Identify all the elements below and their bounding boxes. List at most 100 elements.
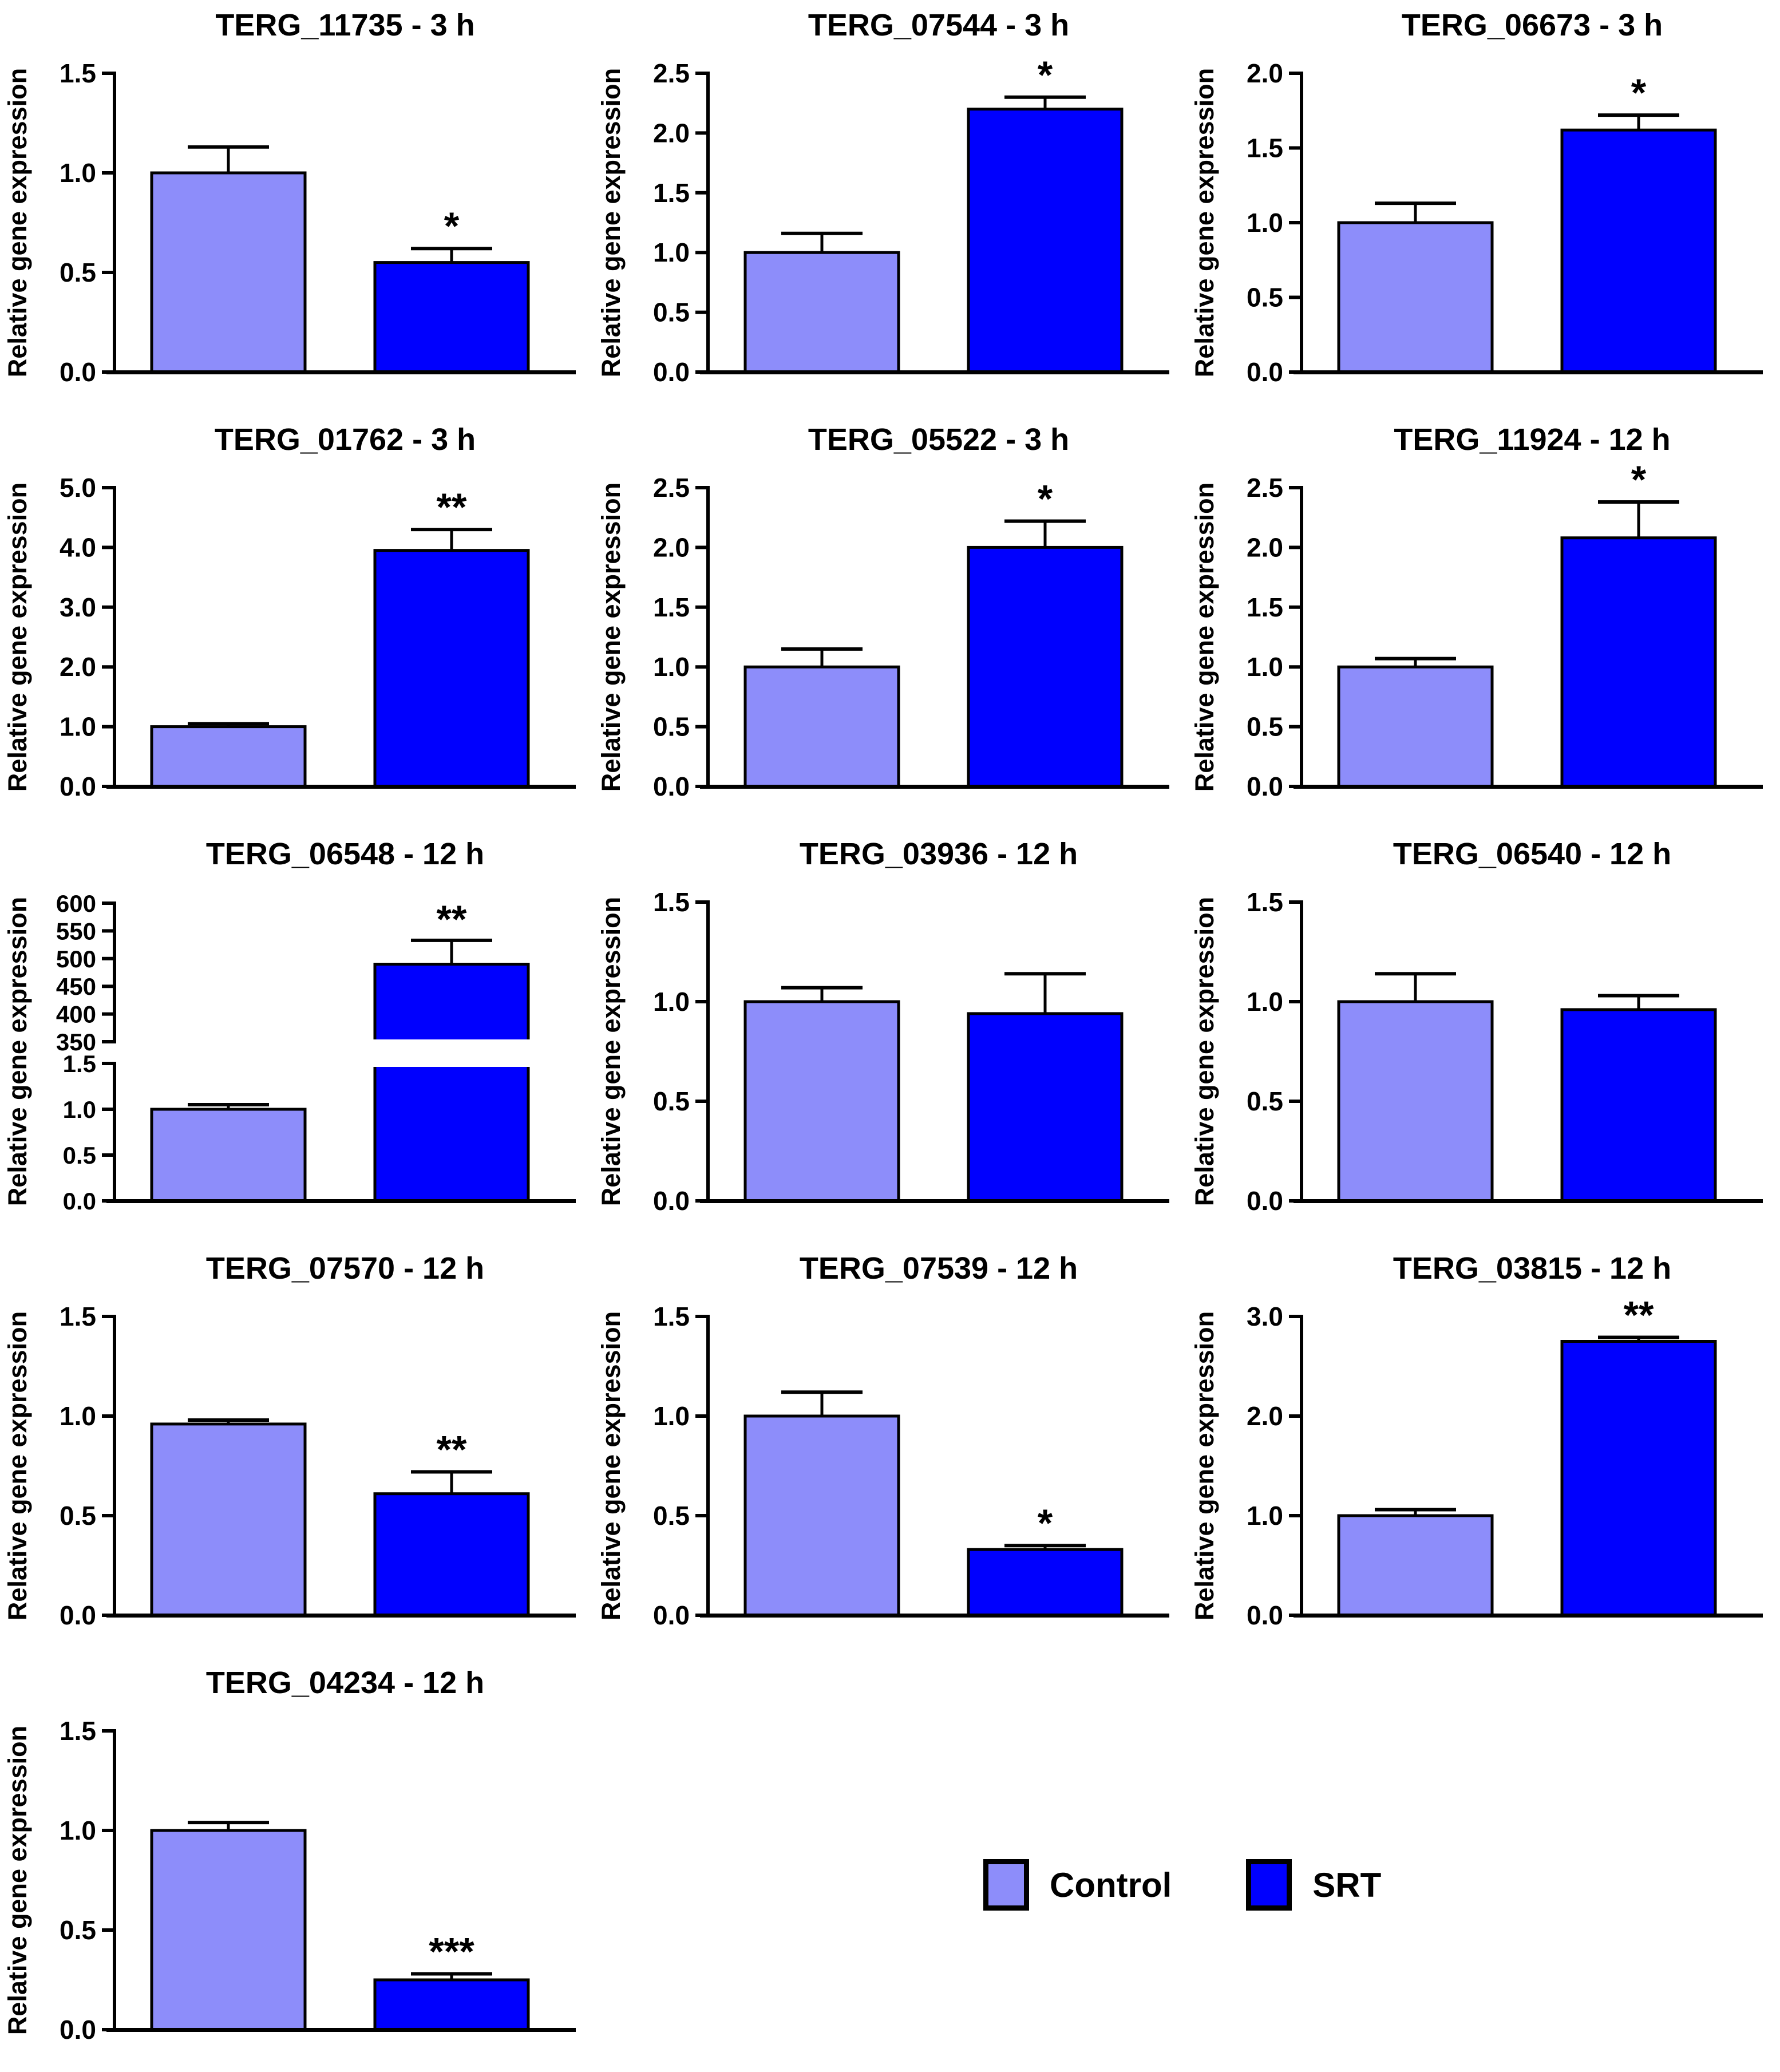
svg-text:2.0: 2.0 [653,118,690,148]
svg-text:0.0: 0.0 [60,772,96,801]
svg-text:Relative gene expression: Relative gene expression [3,1311,32,1620]
svg-text:0.5: 0.5 [60,1501,96,1531]
legend-label-control: Control [1050,1865,1172,1904]
svg-text:1.5: 1.5 [1247,592,1283,622]
svg-text:1.5: 1.5 [653,592,690,622]
svg-text:0.0: 0.0 [1247,1186,1283,1216]
svg-text:1.0: 1.0 [653,238,690,267]
chart-TERG_11924-12h: TERG_11924 - 12 h Relative gene expressio… [1187,414,1780,829]
chart-TERG_05522-3h: TERG_05522 - 3 h Relative gene expression… [594,414,1187,829]
chart-TERG_07570-12h: TERG_07570 - 12 h Relative gene expressio… [0,1243,594,1658]
svg-text:1.5: 1.5 [1247,133,1283,163]
svg-text:Relative gene expression: Relative gene expression [596,68,626,377]
svg-text:***: *** [429,1930,474,1974]
svg-text:0.5: 0.5 [60,258,96,287]
svg-text:TERG_07539 - 12 h: TERG_07539 - 12 h [800,1251,1078,1286]
chart-TERG_06673-3h: TERG_06673 - 3 h Relative gene expression… [1187,0,1780,414]
svg-text:1.5: 1.5 [653,1302,690,1331]
svg-text:1.5: 1.5 [60,1716,96,1746]
svg-text:4.0: 4.0 [60,532,96,562]
svg-text:0.0: 0.0 [1247,357,1283,387]
svg-text:2.5: 2.5 [653,58,690,88]
svg-text:0.5: 0.5 [1247,283,1283,313]
legend-item-control: Control [983,1859,1172,1911]
svg-text:2.0: 2.0 [1247,1401,1283,1431]
svg-text:Relative gene expression: Relative gene expression [1190,68,1219,377]
svg-text:1.0: 1.0 [60,1816,96,1845]
legend-swatch-srt [1246,1859,1292,1911]
svg-text:2.0: 2.0 [1247,532,1283,562]
svg-text:*: * [1038,1501,1053,1545]
svg-text:400: 400 [56,1001,96,1028]
chart-TERG_07544-3h: TERG_07544 - 3 h Relative gene expression… [594,0,1187,414]
svg-text:*: * [1631,71,1647,114]
svg-text:0.0: 0.0 [653,772,690,801]
svg-text:TERG_07544 - 3 h: TERG_07544 - 3 h [808,8,1069,42]
svg-text:Relative gene expression: Relative gene expression [3,1726,32,2035]
svg-text:1.0: 1.0 [1247,208,1283,238]
svg-text:1.0: 1.0 [60,158,96,188]
svg-text:**: ** [437,1428,467,1471]
svg-text:*: * [1038,53,1053,97]
svg-text:1.0: 1.0 [63,1096,96,1123]
svg-text:1.0: 1.0 [1247,987,1283,1017]
svg-text:*: * [1631,458,1647,501]
chart-TERG_06548-12h: TERG_06548 - 12 h Relative gene expressio… [0,829,594,1243]
svg-text:550: 550 [56,918,96,944]
chart-TERG_03936-12h: TERG_03936 - 12 h Relative gene expressio… [594,829,1187,1243]
chart-TERG_03815-12h: TERG_03815 - 12 h Relative gene expressio… [1187,1243,1780,1658]
svg-text:350: 350 [56,1029,96,1055]
svg-text:TERG_05522 - 3 h: TERG_05522 - 3 h [808,422,1069,457]
svg-text:0.5: 0.5 [653,712,690,742]
svg-text:0.5: 0.5 [653,1086,690,1116]
svg-text:0.5: 0.5 [63,1142,96,1169]
svg-text:0.0: 0.0 [60,357,96,387]
svg-text:1.0: 1.0 [653,652,690,682]
svg-text:0.5: 0.5 [1247,712,1283,742]
svg-text:1.0: 1.0 [60,1401,96,1431]
svg-text:TERG_11924 - 12 h: TERG_11924 - 12 h [1394,422,1670,457]
svg-text:TERG_06673 - 3 h: TERG_06673 - 3 h [1402,8,1663,42]
svg-text:0.0: 0.0 [653,1600,690,1630]
svg-text:1.5: 1.5 [653,887,690,917]
svg-text:0.0: 0.0 [1247,772,1283,801]
svg-text:Relative gene expression: Relative gene expression [596,483,626,792]
svg-text:Relative gene expression: Relative gene expression [3,483,32,792]
svg-text:Relative gene expression: Relative gene expression [596,897,626,1206]
svg-text:TERG_06548 - 12 h: TERG_06548 - 12 h [206,837,484,871]
chart-TERG_07539-12h: TERG_07539 - 12 h Relative gene expressio… [594,1243,1187,1658]
svg-text:500: 500 [56,946,96,972]
svg-text:1.0: 1.0 [60,712,96,742]
chart-TERG_06540-12h: TERG_06540 - 12 h Relative gene expressio… [1187,829,1780,1243]
svg-text:**: ** [1624,1294,1654,1337]
svg-text:2.0: 2.0 [1247,58,1283,88]
svg-text:2.0: 2.0 [60,652,96,682]
svg-text:0.5: 0.5 [1247,1086,1283,1116]
svg-text:1.0: 1.0 [653,1401,690,1431]
legend-item-srt: SRT [1246,1859,1381,1911]
svg-text:0.5: 0.5 [653,298,690,327]
svg-text:0.0: 0.0 [1247,1600,1283,1630]
legend: Control SRT [983,1859,1381,1911]
svg-text:600: 600 [56,890,96,917]
svg-text:*: * [444,204,460,248]
svg-text:**: ** [437,485,467,529]
svg-text:TERG_07570 - 12 h: TERG_07570 - 12 h [206,1251,484,1286]
svg-text:1.5: 1.5 [1247,887,1283,917]
svg-text:0.5: 0.5 [653,1501,690,1531]
svg-text:0.0: 0.0 [60,1600,96,1630]
svg-text:2.0: 2.0 [653,532,690,562]
svg-text:Relative gene expression: Relative gene expression [3,897,32,1206]
svg-text:0.0: 0.0 [653,1186,690,1216]
svg-text:2.5: 2.5 [1247,473,1283,503]
svg-text:Relative gene expression: Relative gene expression [596,1311,626,1620]
svg-text:*: * [1038,477,1053,520]
svg-text:TERG_03815 - 12 h: TERG_03815 - 12 h [1393,1251,1671,1286]
svg-text:1.0: 1.0 [1247,652,1283,682]
svg-text:0.0: 0.0 [63,1188,96,1215]
svg-text:0.5: 0.5 [60,1915,96,1945]
svg-text:TERG_03936 - 12 h: TERG_03936 - 12 h [800,837,1078,871]
legend-label-srt: SRT [1312,1865,1382,1904]
svg-text:Relative gene expression: Relative gene expression [3,68,32,377]
